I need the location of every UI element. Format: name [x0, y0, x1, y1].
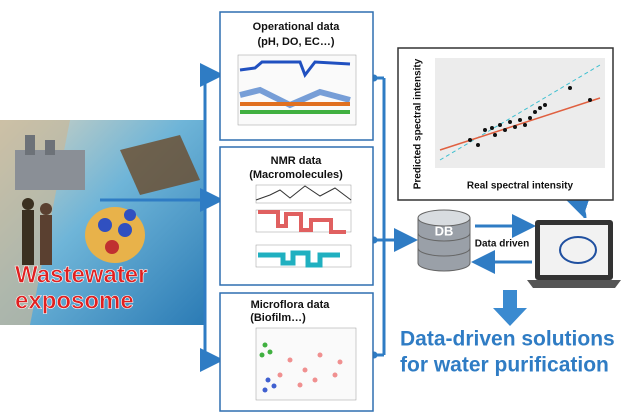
exposome-illustration: [0, 120, 205, 325]
solution-text: for water purification: [400, 354, 609, 377]
connectors: [100, 63, 591, 372]
laptop-icon: [527, 220, 621, 288]
y-axis-label: Predicted spectral intensity: [413, 58, 424, 189]
panel-frames: [219, 11, 374, 412]
solution-text: Data-driven solutions: [400, 328, 615, 351]
prediction-plot: [397, 47, 614, 201]
panel-title: Microflora data: [251, 299, 331, 311]
exposome-text: Wastewater: [15, 261, 148, 288]
panel-subtitle: (Biofilm…): [250, 312, 306, 324]
panel-title: NMR data: [271, 155, 323, 167]
panel-subtitle: (Macromolecules): [249, 169, 343, 181]
panel-subtitle: (pH, DO, EC…): [258, 36, 335, 48]
panel-title: Operational data: [253, 21, 341, 33]
exposome-text: exposome: [15, 287, 134, 314]
down-arrow: [493, 290, 527, 326]
database-icon: [417, 209, 471, 272]
x-axis-label: Real spectral intensity: [467, 181, 574, 192]
db-label: DB: [435, 223, 454, 238]
arrow-label: Data driven: [475, 239, 529, 250]
